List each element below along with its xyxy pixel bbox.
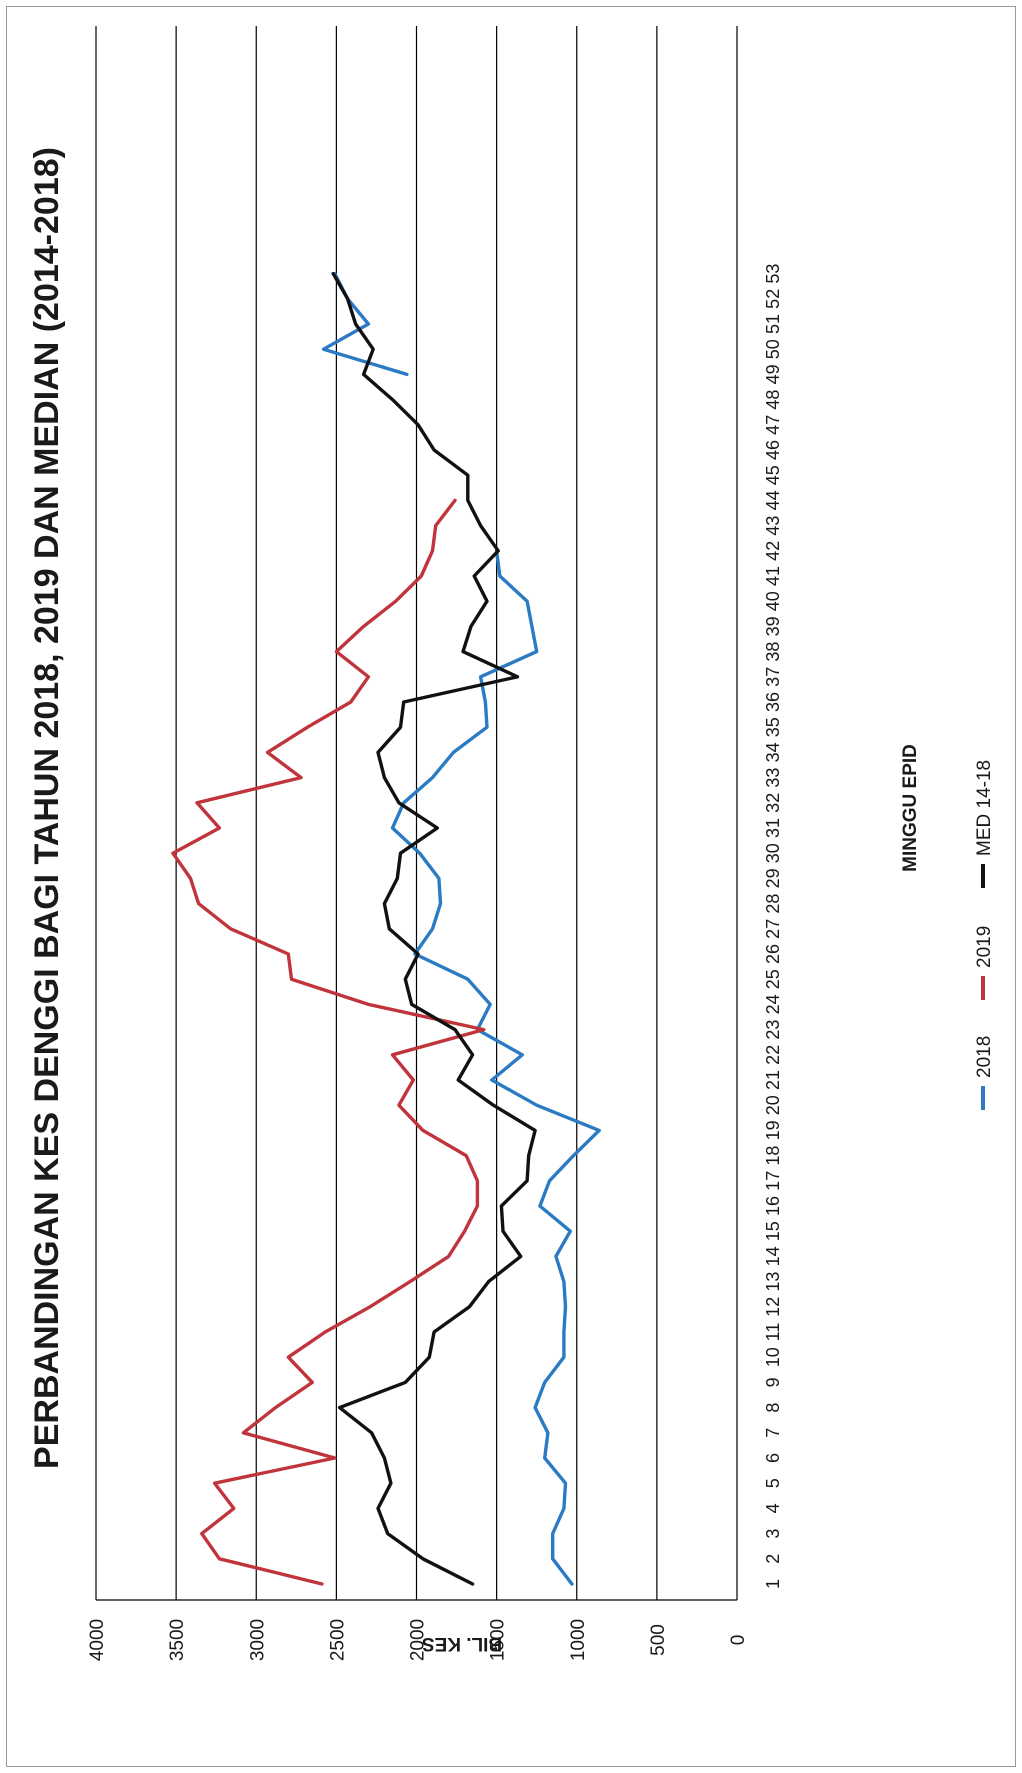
series-line-med-14-18 — [331, 271, 537, 1586]
x-tick-label: 1 — [763, 1579, 783, 1589]
legend-label-2018: 2018 — [974, 1036, 995, 1078]
y-tick-label: 3500 — [167, 1619, 188, 1661]
x-tick-label: 44 — [763, 490, 783, 510]
series-layer — [171, 271, 601, 1586]
x-tick-label: 32 — [763, 793, 783, 813]
y-tick-label: 2500 — [327, 1619, 348, 1661]
x-tick-label: 31 — [763, 818, 783, 838]
y-tick-label: 2000 — [408, 1619, 429, 1661]
x-tick-label: 45 — [763, 465, 783, 485]
x-tick-label: 22 — [763, 1045, 783, 1065]
x-tick-labels: 1234567891011121314151617181920212223242… — [763, 264, 783, 1589]
x-tick-label: 34 — [763, 742, 783, 762]
x-tick-label: 24 — [763, 994, 783, 1014]
legend-label-med: MED 14-18 — [974, 760, 995, 856]
x-tick-label: 13 — [763, 1272, 783, 1292]
x-tick-label: 47 — [763, 415, 783, 435]
x-tick-label: 52 — [763, 289, 783, 309]
y-tick-label: 1500 — [488, 1619, 509, 1661]
legend-item-med: MED 14-18 — [974, 760, 995, 888]
x-tick-label: 28 — [763, 894, 783, 914]
legend-item-2018: 2018 — [974, 1036, 995, 1110]
x-tick-label: 2 — [763, 1554, 783, 1564]
x-tick-label: 21 — [763, 1070, 783, 1090]
x-tick-label: 9 — [763, 1377, 783, 1387]
x-tick-label: 48 — [763, 390, 783, 410]
x-tick-label: 42 — [763, 541, 783, 561]
y-tick-label: 4000 — [87, 1619, 108, 1661]
legend-item-2019: 2019 — [974, 926, 995, 1000]
grid-layer — [95, 26, 738, 1601]
page-frame — [6, 6, 1016, 1767]
chart-title: PERBANDINGAN KES DENGGI BAGI TAHUN 2018,… — [28, 147, 66, 1469]
x-tick-label: 37 — [763, 667, 783, 687]
x-tick-label: 35 — [763, 717, 783, 737]
x-axis-label: MINGGU EPID — [900, 744, 921, 872]
series-line-2019 — [171, 498, 486, 1586]
x-tick-label: 25 — [763, 969, 783, 989]
x-tick-label: 26 — [763, 944, 783, 964]
x-tick-label: 38 — [763, 642, 783, 662]
x-tick-label: 33 — [763, 768, 783, 788]
y-tick-label: 500 — [648, 1624, 669, 1656]
legend-label-2019: 2019 — [974, 926, 995, 968]
x-tick-label: 23 — [763, 1020, 783, 1040]
x-tick-label: 43 — [763, 516, 783, 536]
x-tick-label: 15 — [763, 1221, 783, 1241]
y-tick-labels: 0 500 1000 1500 2000 2500 3000 3500 4000 — [87, 1619, 749, 1661]
x-tick-label: 20 — [763, 1095, 783, 1115]
x-tick-label: 51 — [763, 314, 783, 334]
y-tick-label: 1000 — [568, 1619, 589, 1661]
x-tick-label: 12 — [763, 1297, 783, 1317]
x-tick-label: 3 — [763, 1529, 783, 1539]
x-tick-label: 39 — [763, 616, 783, 636]
x-tick-label: 17 — [763, 1171, 783, 1191]
x-tick-label: 18 — [763, 1146, 783, 1166]
x-tick-label: 27 — [763, 919, 783, 939]
x-tick-label: 8 — [763, 1403, 783, 1413]
x-tick-label: 11 — [763, 1323, 783, 1342]
x-tick-label: 5 — [763, 1478, 783, 1488]
x-tick-label: 19 — [763, 1120, 783, 1140]
legend: 2018 2019 MED 14-18 — [974, 760, 995, 1110]
x-tick-label: 46 — [763, 440, 783, 460]
x-tick-label: 30 — [763, 843, 783, 863]
x-tick-label: 7 — [763, 1428, 783, 1438]
x-tick-label: 49 — [763, 364, 783, 384]
x-tick-label: 41 — [763, 566, 783, 586]
x-tick-label: 40 — [763, 591, 783, 611]
x-tick-label: 6 — [763, 1453, 783, 1463]
x-tick-label: 53 — [763, 264, 783, 284]
x-tick-label: 50 — [763, 339, 783, 359]
x-tick-label: 10 — [763, 1347, 783, 1367]
x-tick-label: 16 — [763, 1196, 783, 1216]
y-tick-label: 3000 — [247, 1619, 268, 1661]
x-tick-label: 36 — [763, 692, 783, 712]
x-tick-label: 4 — [763, 1503, 783, 1513]
y-tick-label: 0 — [728, 1635, 749, 1646]
x-tick-label: 29 — [763, 868, 783, 888]
y-axis-label: BIL. KES — [422, 1633, 502, 1654]
x-tick-label: 14 — [763, 1246, 783, 1266]
